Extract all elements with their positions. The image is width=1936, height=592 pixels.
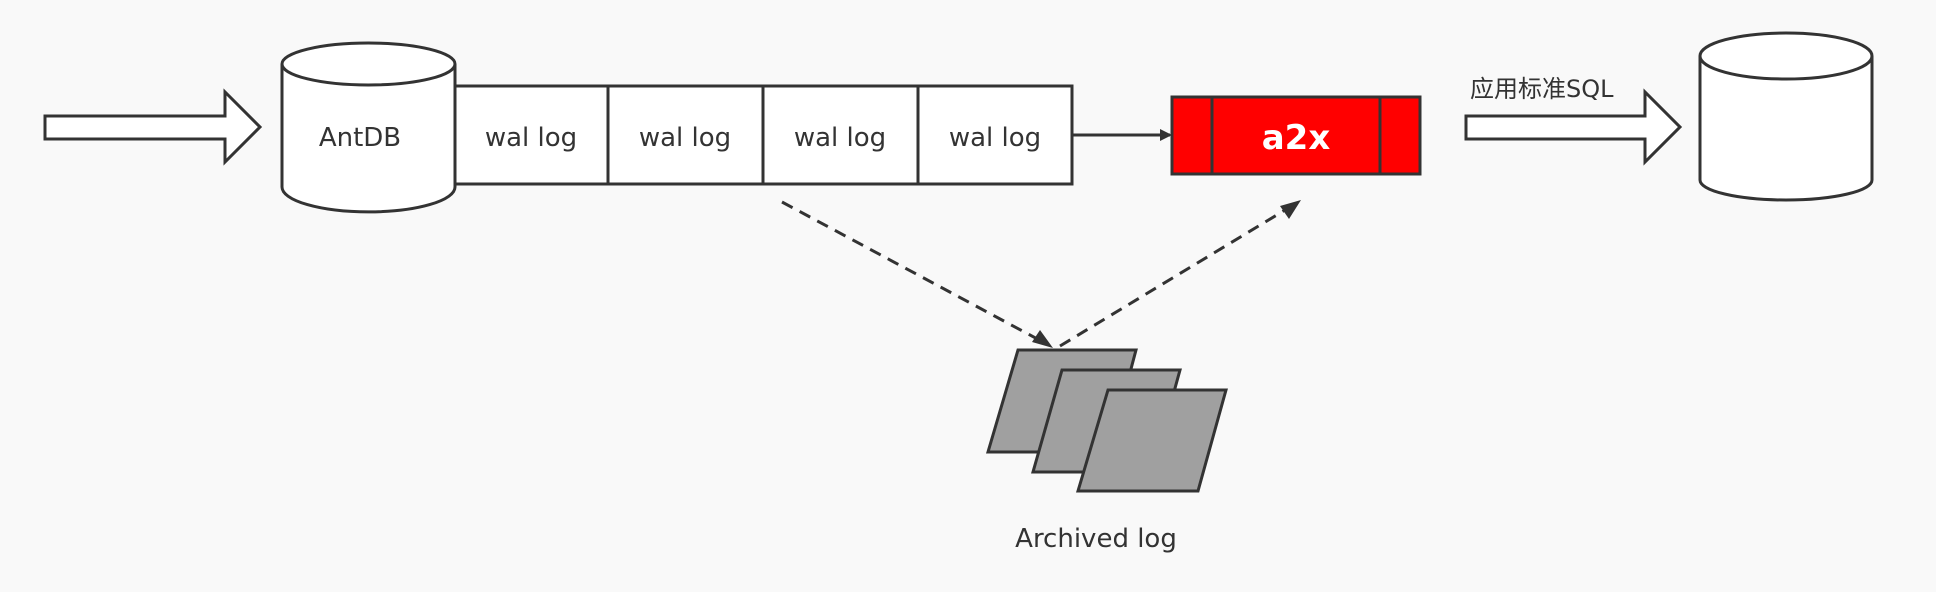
antdb-label: AntDB xyxy=(319,123,401,153)
wal-log-label-4: wal log xyxy=(949,123,1041,153)
wal-log-label-1: wal log xyxy=(485,123,577,153)
antdb-cylinder: AntDB xyxy=(280,41,457,214)
wal-log-strip: wal log wal log wal log wal log xyxy=(453,84,1074,186)
wal-log-box-3 xyxy=(761,84,920,186)
apply-sql-label: 应用标准SQL xyxy=(1470,75,1614,103)
archived-log-icon xyxy=(985,348,1228,493)
wal-log-label-3: wal log xyxy=(794,123,886,153)
target-db-cylinder xyxy=(1698,31,1874,202)
output-arrow xyxy=(1464,88,1683,166)
archive-arrowhead xyxy=(1032,330,1053,348)
wal-log-label-2: wal log xyxy=(639,123,731,153)
a2x-process: a2x xyxy=(1170,95,1422,176)
wal-to-archive-dashed-arrow xyxy=(781,200,1044,344)
a2x-arrowhead xyxy=(1280,200,1301,219)
input-arrow xyxy=(43,88,263,166)
wal-log-box-2 xyxy=(606,84,765,186)
a2x-label: a2x xyxy=(1262,118,1331,158)
wal-log-box-1 xyxy=(453,84,610,186)
archived-log-label: Archived log xyxy=(1015,524,1177,554)
archive-to-a2x-dashed-arrow xyxy=(1059,205,1291,348)
